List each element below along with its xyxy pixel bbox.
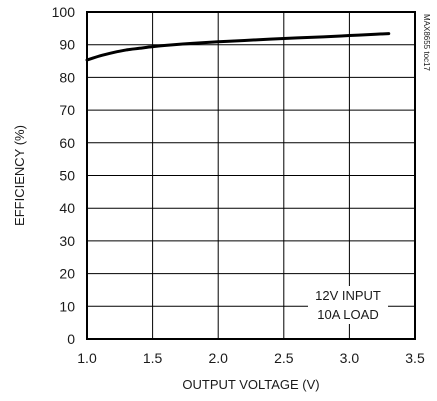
x-tick-labels: 1.0 1.5 2.0 2.5 3.0 3.5	[77, 350, 425, 366]
document-id: MAX8655 toc17	[422, 14, 431, 71]
y-tick-label: 40	[59, 200, 75, 216]
series-group	[85, 32, 391, 62]
x-tick-label: 2.5	[274, 350, 294, 366]
y-tick-label: 0	[67, 331, 75, 347]
x-tick-label: 1.5	[143, 350, 163, 366]
x-tick-label: 3.0	[340, 350, 360, 366]
plot-frame	[86, 11, 416, 340]
grid-lines	[87, 12, 415, 339]
annotation-background	[308, 286, 388, 324]
y-tick-label: 90	[59, 37, 75, 53]
y-tick-label: 60	[59, 135, 75, 151]
x-axis-label: OUTPUT VOLTAGE (V)	[182, 377, 319, 392]
y-tick-label: 20	[59, 266, 75, 282]
y-tick-labels: 0 10 20 30 40 50 60 70 80 90 100	[52, 4, 76, 347]
annotation-load: 10A LOAD	[317, 307, 378, 322]
y-tick-label: 30	[59, 233, 75, 249]
x-tick-label: 3.5	[405, 350, 425, 366]
y-tick-label: 80	[59, 69, 75, 85]
y-tick-label: 70	[59, 102, 75, 118]
x-tick-label: 1.0	[77, 350, 97, 366]
annotation-input: 12V INPUT	[315, 288, 381, 303]
y-tick-label: 100	[52, 4, 76, 20]
y-axis-label: EFFICIENCY (%)	[12, 125, 27, 226]
y-tick-label: 50	[59, 168, 75, 184]
x-tick-label: 2.0	[208, 350, 228, 366]
efficiency-series-line	[85, 32, 391, 62]
y-tick-label: 10	[59, 298, 75, 314]
